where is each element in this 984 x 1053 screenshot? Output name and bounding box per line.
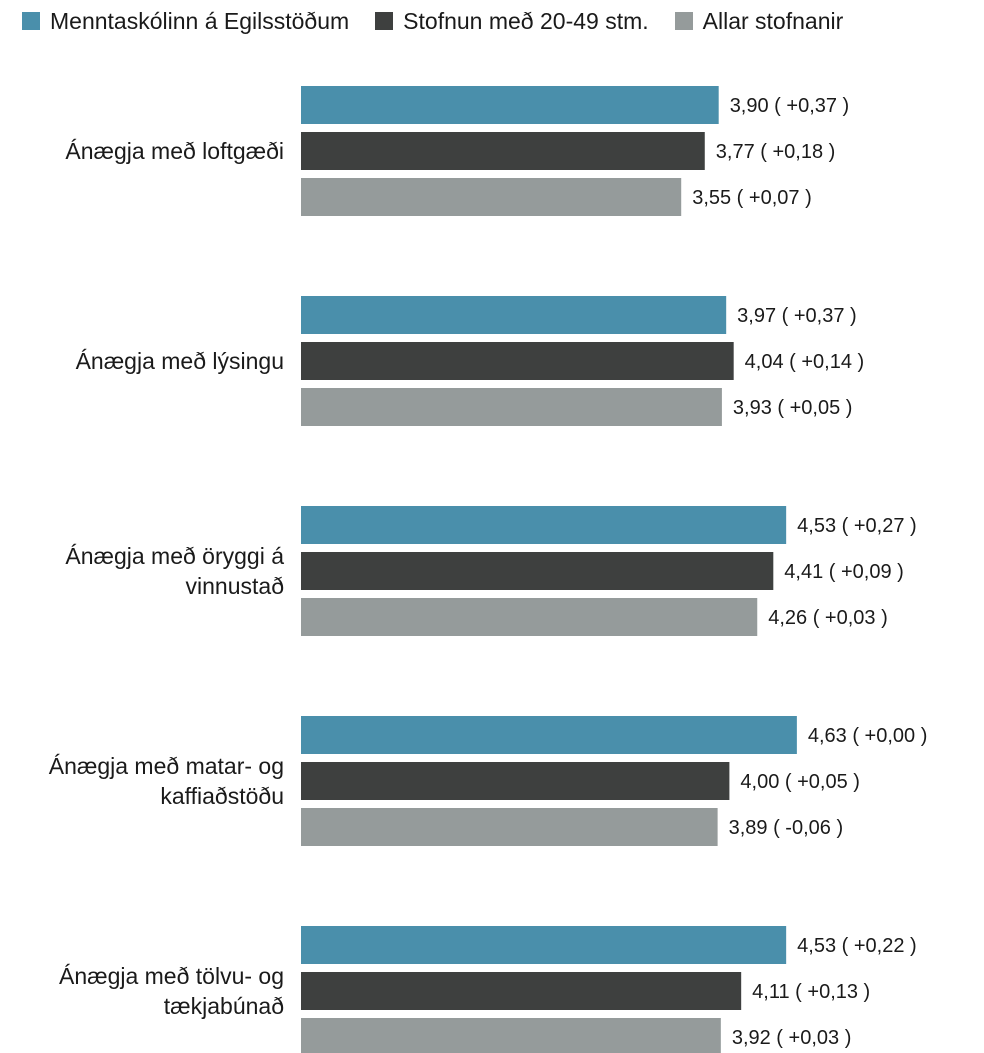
category-label: Ánægja með tölvu- og tækjabúnað	[59, 963, 284, 1019]
bar-value-label: 3,93 ( +0,05 )	[733, 397, 853, 419]
bar-series-1	[301, 552, 774, 590]
legend-swatch-series-1	[375, 12, 394, 30]
legend-swatch-series-0	[22, 12, 40, 30]
bar-series-2	[301, 388, 722, 426]
bar-value-label: 3,97 ( +0,37 )	[737, 305, 857, 327]
bar-value-label: 4,63 ( +0,00 )	[808, 725, 928, 747]
bar-value-label: 4,53 ( +0,27 )	[797, 515, 917, 537]
bar-series-1	[301, 972, 742, 1010]
bar-value-label: 3,55 ( +0,07 )	[692, 187, 812, 209]
bar-series-0	[301, 506, 787, 544]
legend-item-series-1: Stofnun með 20-49 stm.	[375, 7, 649, 35]
bar-value-label: 4,04 ( +0,14 )	[745, 351, 865, 373]
bar-value-label: 4,11 ( +0,13 )	[752, 981, 870, 1003]
bar-value-label: 3,77 ( +0,18 )	[716, 141, 836, 163]
legend-item-series-0: Menntaskólinn á Egilsstöðum	[22, 8, 349, 35]
chart-legend: Menntaskólinn á Egilsstöðum Stofnun með …	[22, 4, 869, 38]
bar-value-label: 3,90 ( +0,37 )	[730, 95, 850, 117]
bar-value-label: 4,26 ( +0,03 )	[768, 607, 888, 629]
bar-series-2	[301, 1018, 721, 1053]
category-label: Ánægja með matar- og kaffiaðstöðu	[49, 753, 284, 809]
legend-label-series-1: Stofnun með 20-49 stm.	[403, 7, 649, 34]
bar-series-1	[301, 342, 734, 380]
bar-series-1	[301, 132, 705, 170]
category-label: Ánægja með öryggi á vinnustað	[65, 543, 284, 599]
bar-series-2	[301, 598, 758, 636]
bar-series-0	[301, 716, 797, 754]
bar-series-2	[301, 808, 718, 846]
legend-label-series-0: Menntaskólinn á Egilsstöðum	[50, 7, 350, 34]
bar-series-2	[301, 178, 682, 216]
bar-value-label: 4,53 ( +0,22 )	[797, 935, 917, 957]
bar-series-0	[301, 296, 727, 334]
bar-series-1	[301, 762, 730, 800]
legend-item-series-2: Allar stofnanir	[674, 7, 844, 35]
legend-swatch-series-2	[674, 12, 693, 30]
legend-label-series-2: Allar stofnanir	[702, 7, 844, 34]
bar-value-label: 4,41 ( +0,09 )	[784, 561, 904, 583]
bar-value-label: 3,92 ( +0,03 )	[732, 1027, 852, 1049]
bar-series-0	[301, 86, 719, 124]
bar-value-label: 3,89 ( -0,06 )	[729, 817, 844, 839]
category-label: Ánægja með lýsingu	[76, 348, 284, 374]
bar-series-0	[301, 926, 787, 964]
category-label: Ánægja með loftgæði	[65, 138, 284, 164]
bar-value-label: 4,00 ( +0,05 )	[740, 771, 860, 793]
